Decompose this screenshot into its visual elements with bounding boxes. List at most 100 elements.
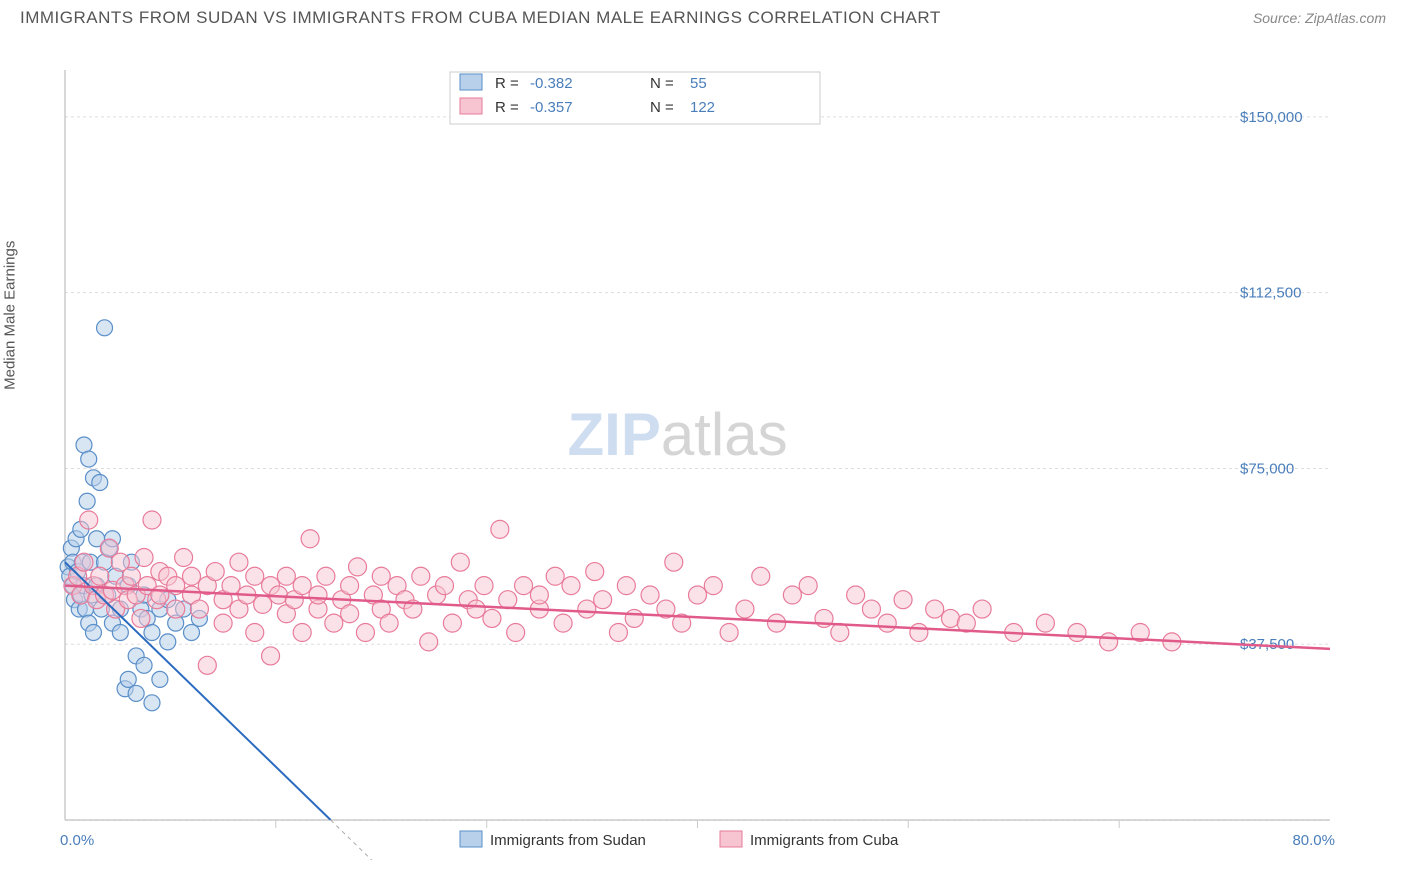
scatter-point [799,577,817,595]
scatter-point [190,600,208,618]
y-tick-label: $150,000 [1240,109,1303,126]
scatter-point [942,609,960,627]
scatter-point [783,586,801,604]
legend-swatch [460,831,482,847]
scatter-point [341,605,359,623]
scatter-point [530,586,548,604]
scatter-point [641,586,659,604]
x-tick-label: 80.0% [1292,832,1335,849]
scatter-point [80,511,98,529]
scatter-point [483,609,501,627]
scatter-point [862,600,880,618]
scatter-point [262,647,280,665]
scatter-point [112,625,128,641]
chart-title: IMMIGRANTS FROM SUDAN VS IMMIGRANTS FROM… [20,8,941,28]
legend-r-value: -0.357 [530,99,573,116]
scatter-point [515,577,533,595]
scatter-point [293,624,311,642]
scatter-point [128,685,144,701]
scatter-point [184,625,200,641]
legend-label: Immigrants from Cuba [750,832,899,849]
scatter-point [609,624,627,642]
scatter-point [175,549,193,567]
scatter-point [97,320,113,336]
scatter-point [420,633,438,651]
scatter-point [79,493,95,509]
scatter-point [230,553,248,571]
legend-swatch [460,98,482,114]
legend-n-value: 122 [690,99,715,116]
scatter-point [309,586,327,604]
scatter-point [293,577,311,595]
scatter-point [92,475,108,491]
legend-n-value: 55 [690,75,707,92]
trend-extension [331,820,461,860]
scatter-point [704,577,722,595]
scatter-point [586,563,604,581]
scatter-point [144,695,160,711]
scatter-point [183,567,201,585]
scatter-point [380,614,398,632]
scatter-point [894,591,912,609]
scatter-point [491,520,509,538]
scatter-point [372,567,390,585]
scatter-point [475,577,493,595]
legend-r-label: R = [495,75,519,92]
scatter-point [356,624,374,642]
scatter-point [222,577,240,595]
scatter-point [412,567,430,585]
scatter-point [467,600,485,618]
scatter-point [349,558,367,576]
chart-container: Median Male Earnings $37,500$75,000$112,… [20,40,1386,872]
scatter-point [617,577,635,595]
y-tick-label: $112,500 [1240,285,1301,302]
scatter-point [246,624,264,642]
scatter-point [301,530,319,548]
legend-n-label: N = [650,99,674,116]
scatter-point [122,567,140,585]
scatter-point [1068,624,1086,642]
scatter-point [136,657,152,673]
scatter-point [246,567,264,585]
legend-swatch [720,831,742,847]
legend-swatch [460,74,482,90]
scatter-point [151,586,169,604]
watermark: ZIPatlas [568,401,788,468]
scatter-point [926,600,944,618]
y-axis-label: Median Male Earnings [2,241,19,390]
scatter-point [594,591,612,609]
scatter-point [578,600,596,618]
scatter-point [507,624,525,642]
scatter-point [81,451,97,467]
scatter-point [910,624,928,642]
scatter-point [720,624,738,642]
scatter-point [152,671,168,687]
scatter-point [143,511,161,529]
scatter-point [546,567,564,585]
scatter-point [167,600,185,618]
scatter-point [443,614,461,632]
scatter-point [198,656,216,674]
scatter-point [254,595,272,613]
legend-label: Immigrants from Sudan [490,832,646,849]
scatter-point [325,614,343,632]
scatter-point [132,609,150,627]
scatter-point [1036,614,1054,632]
scatter-point [831,624,849,642]
scatter-point [91,567,109,585]
scatter-point [436,577,454,595]
legend-r-value: -0.382 [530,75,573,92]
scatter-point [689,586,707,604]
scatter-chart: $37,500$75,000$112,500$150,000ZIPatlas0.… [20,40,1350,860]
scatter-point [665,553,683,571]
scatter-point [768,614,786,632]
scatter-point [135,549,153,567]
scatter-point [1100,633,1118,651]
x-tick-label: 0.0% [60,832,94,849]
scatter-point [277,567,295,585]
scatter-point [120,671,136,687]
scatter-point [341,577,359,595]
scatter-point [554,614,572,632]
scatter-point [75,553,93,571]
scatter-point [317,567,335,585]
